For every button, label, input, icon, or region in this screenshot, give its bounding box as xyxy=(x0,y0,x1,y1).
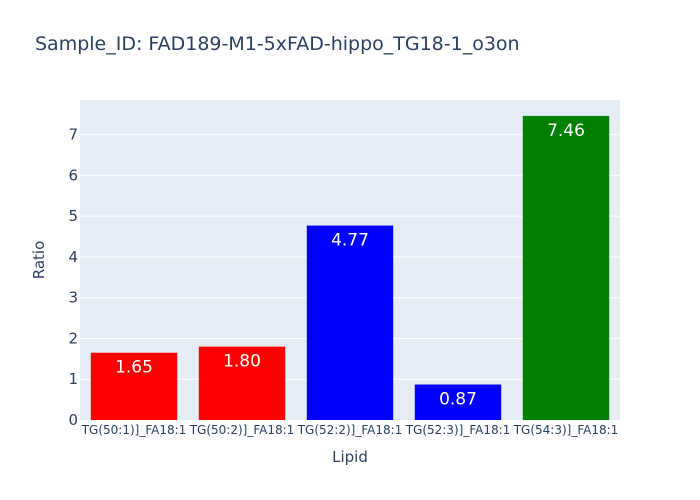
bar-value-labels: 1.65 1.80 4.77 0.87 7.46 xyxy=(115,121,585,410)
y-tick-label: 6 xyxy=(68,166,78,184)
bar xyxy=(414,384,502,420)
bar-value-label: 1.65 xyxy=(115,358,153,378)
x-axis-ticks: TG(50:1)]_FA18:1 TG(50:2)]_FA18:1 TG(52:2)… xyxy=(81,423,619,437)
chart-title: Sample_ID: FAD189-M1-5xFAD-hippo_TG18-1_… xyxy=(35,33,520,55)
bar-value-label: 0.87 xyxy=(439,390,477,410)
bar xyxy=(306,225,394,420)
y-tick-label: 2 xyxy=(68,329,78,347)
x-axis-title: Lipid xyxy=(332,448,368,466)
x-tick-label: TG(52:3)]_FA18:1 xyxy=(405,423,511,437)
y-tick-label: 5 xyxy=(68,207,78,225)
x-tick-label: TG(54:3)]_FA18:1 xyxy=(513,423,619,437)
bar xyxy=(522,115,610,421)
bar-value-label: 4.77 xyxy=(331,231,369,251)
bar xyxy=(90,352,178,420)
x-tick-label: TG(52:2)]_FA18:1 xyxy=(297,423,403,437)
bar xyxy=(198,346,286,420)
x-tick-label: TG(50:1)]_FA18:1 xyxy=(81,423,187,437)
x-tick-label: TG(50:2)]_FA18:1 xyxy=(189,423,295,437)
y-tick-label: 4 xyxy=(68,248,78,266)
y-axis-title: Ratio xyxy=(30,241,48,280)
bar-value-label: 7.46 xyxy=(547,121,585,141)
y-tick-label: 3 xyxy=(68,289,78,307)
bar-value-label: 1.80 xyxy=(223,352,261,372)
y-tick-label: 0 xyxy=(68,411,78,429)
y-tick-label: 7 xyxy=(68,126,78,144)
bars xyxy=(90,115,610,421)
y-axis-ticks: 0 1 2 3 4 5 6 7 xyxy=(68,126,78,429)
y-tick-label: 1 xyxy=(68,370,78,388)
